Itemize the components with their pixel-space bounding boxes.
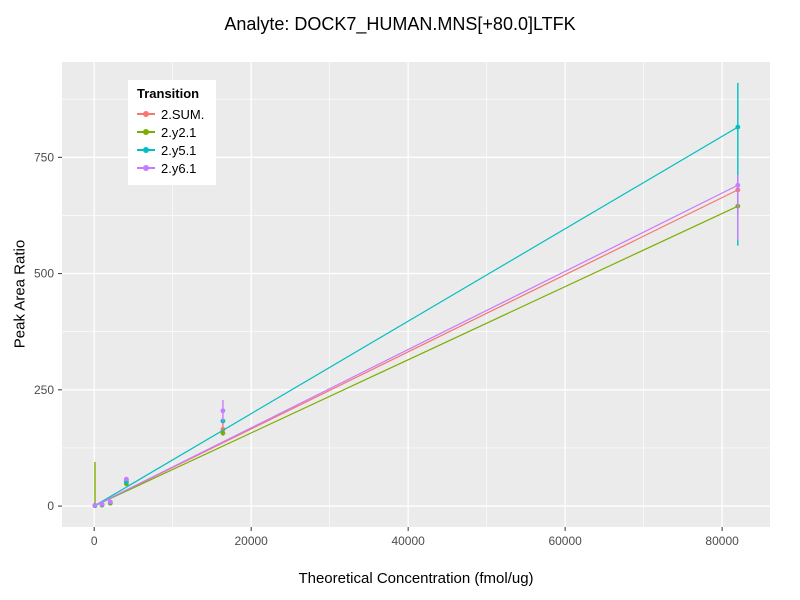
legend-key-glyph: [137, 125, 155, 139]
data-point: [220, 408, 226, 414]
y-tick-label: 250: [34, 383, 54, 397]
legend: Transition 2.SUM. 2.y2.1 2.y5.1 2.y6.1: [128, 80, 217, 185]
legend-item: 2.y5.1: [137, 141, 204, 159]
legend-key-glyph: [137, 161, 155, 175]
data-point: [220, 430, 226, 436]
data-point: [99, 501, 105, 507]
data-point: [107, 499, 113, 505]
data-point: [92, 502, 98, 508]
legend-item: 2.y6.1: [137, 159, 204, 177]
x-axis-label: Theoretical Concentration (fmol/ug): [298, 570, 534, 587]
legend-items: 2.SUM. 2.y2.1 2.y5.1 2.y6.1: [137, 105, 204, 177]
legend-label: 2.SUM.: [161, 106, 205, 122]
legend-key-glyph: [137, 107, 155, 121]
data-point: [735, 124, 741, 130]
legend-item: 2.y2.1: [137, 123, 204, 141]
series-line-2.y6.1: [93, 184, 739, 507]
chart-title: Analyte: DOCK7_HUMAN.MNS[+80.0]LTFK: [224, 14, 576, 34]
series-line-2.y2.1: [93, 205, 739, 507]
series-line-2.y5.1: [93, 126, 739, 507]
data-point: [735, 182, 741, 188]
legend-label: 2.y2.1: [161, 124, 197, 140]
legend-key-glyph: [137, 143, 155, 157]
x-tick-label: 80000: [705, 534, 739, 548]
y-tick-label: 750: [34, 150, 54, 164]
series-line-2.SUM.: [93, 189, 739, 507]
data-point: [123, 476, 129, 482]
y-axis-label: Peak Area Ratio: [11, 239, 29, 349]
x-tick-label: 60000: [548, 534, 582, 548]
x-tick-label: 40000: [391, 534, 425, 548]
legend-label: 2.y6.1: [161, 160, 197, 176]
legend-label: 2.y5.1: [161, 142, 197, 158]
x-tick-label: 0: [91, 534, 98, 548]
x-tick-label: 20000: [234, 534, 268, 548]
legend-item: 2.SUM.: [137, 105, 204, 123]
legend-title: Transition: [137, 86, 200, 101]
y-tick-label: 500: [34, 267, 54, 281]
y-tick-label: 0: [47, 499, 54, 513]
